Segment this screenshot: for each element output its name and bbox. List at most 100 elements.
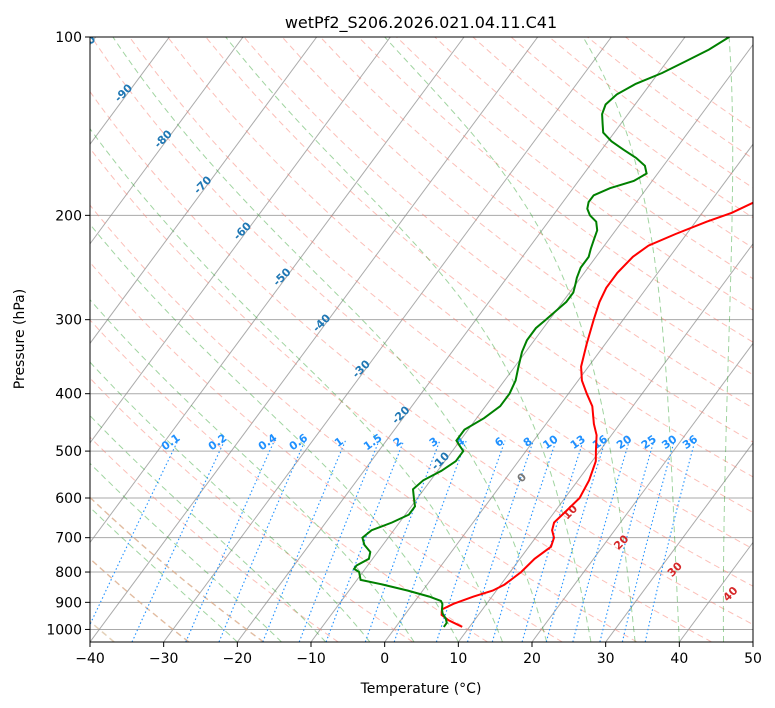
mixing-ratio-label: 36 (680, 432, 700, 452)
mixing-ratio-line (621, 440, 675, 642)
dry-adiabat-line (90, 37, 753, 587)
mixing-ratio-line (572, 440, 630, 642)
moist-adiabat-line (90, 414, 327, 642)
dry-adiabat-line (129, 37, 753, 550)
mixing-ratio-line (491, 440, 557, 642)
mixing-ratio-label: 16 (590, 432, 610, 452)
x-tick-label: 30 (597, 651, 615, 667)
moist-adiabat-line (90, 299, 415, 642)
y-tick-label: 100 (55, 30, 82, 46)
isotherm-line (163, 37, 612, 642)
dry-adiabat-line (90, 377, 414, 642)
y-tick-label: 800 (55, 565, 82, 581)
moist-adiabat-lines (90, 37, 734, 642)
moist-adiabat-line (90, 506, 238, 642)
isotherm-line (90, 37, 170, 146)
y-tick-label: 300 (55, 313, 82, 329)
isotherm-label: -30 (350, 357, 373, 380)
isotherm-label: -60 (231, 219, 254, 242)
dry-adiabat-line (90, 496, 264, 642)
isotherm-line (90, 37, 244, 245)
x-tick-label: 50 (744, 651, 762, 667)
isotherm-line (90, 37, 391, 444)
isotherm-label: -80 (152, 127, 175, 150)
mixing-ratio-label: 1 (332, 435, 346, 450)
mixing-ratio-label: 0.2 (206, 431, 229, 453)
dry-adiabat-line (90, 261, 563, 642)
y-tick-label: 200 (55, 208, 82, 224)
dry-adiabat-line (396, 37, 753, 311)
dry-adiabat-line (319, 37, 753, 376)
equivalent-potential-temperature-lines (90, 496, 264, 642)
x-tick-label: 20 (523, 651, 541, 667)
x-tick-label: −30 (149, 651, 179, 667)
temperature-profile (440, 201, 753, 628)
y-tick-label: 500 (55, 444, 82, 460)
mixing-ratio-label: 0.6 (287, 431, 311, 453)
mixing-ratio-label: 0.4 (256, 431, 280, 453)
mixing-ratio-label: 25 (639, 433, 659, 452)
x-axis-label: Temperature (°C) (360, 681, 482, 697)
isotherm-label: -20 (389, 403, 412, 426)
mixing-ratio-line (545, 440, 606, 642)
mixing-ratio-label: 30 (659, 432, 679, 452)
dry-adiabat-line (548, 37, 753, 189)
isotherm-line (531, 342, 753, 642)
chart-title: wetPf2_S206.2026.021.04.11.C41 (285, 13, 557, 33)
y-axis-ticks: 100 200 300 400 500 600 700 800 900 1000 (46, 30, 90, 638)
y-tick-label: 400 (55, 387, 82, 403)
wetbulb-label: 0 (515, 470, 530, 485)
mixing-ratio-line (90, 440, 179, 626)
y-tick-label: 900 (55, 595, 82, 611)
dry-adiabat-line (90, 147, 712, 642)
isotherm-line (90, 37, 318, 345)
reference-line-labels: 0.1 0.2 0.4 0.6 1 1.5 2 3 4 6 8 10 13 16 20 25 30 36-100-… (90, 37, 741, 604)
x-tick-label: 40 (670, 651, 688, 667)
moist-adiabat-line (90, 223, 459, 642)
x-tick-label: −10 (296, 651, 326, 667)
mixing-ratio-line (599, 440, 655, 642)
moist-adiabat-line (384, 37, 636, 642)
y-tick-label: 1000 (46, 622, 82, 638)
mixing-ratio-line (393, 440, 467, 642)
isotherm-line (752, 641, 753, 642)
isotherm-label: -50 (270, 265, 293, 288)
mixing-ratio-line (644, 440, 696, 642)
mixing-ratio-label: 2 (391, 435, 405, 450)
isotherm-line (457, 242, 753, 642)
mixing-ratio-label: 6 (492, 435, 506, 450)
y-tick-label: 600 (55, 491, 82, 507)
dry-adiabat-line (90, 558, 190, 642)
moist-adiabat-line (722, 37, 734, 642)
isotherm-lines (90, 37, 753, 642)
dry-adiabat-line (90, 90, 753, 626)
wetbulb-label: 30 (665, 559, 685, 579)
x-tick-label: 10 (449, 651, 467, 667)
mixing-ratio-line (521, 440, 584, 642)
isotherm-line (384, 143, 753, 642)
x-tick-label: −20 (223, 651, 253, 667)
x-axis-ticks: −40 −30 −20 −10 0 10 20 30 40 50 (75, 642, 762, 667)
mixing-ratio-line (466, 440, 534, 642)
isotherm-label: -90 (112, 81, 135, 104)
isotherm-line (678, 541, 753, 642)
mixing-ratio-label: 1.5 (361, 431, 384, 453)
x-tick-label: 0 (380, 651, 389, 667)
moist-adiabat-line (225, 37, 592, 642)
equivalent-potential-temperature-line (90, 496, 264, 642)
isotherm-label: -70 (191, 173, 214, 196)
mixing-ratio-line (364, 440, 441, 642)
dry-adiabat-line (167, 37, 753, 514)
dry-adiabat-line (90, 204, 638, 642)
moist-adiabat-line (90, 127, 503, 642)
dry-adiabat-line (510, 37, 753, 219)
mixing-ratio-line (435, 440, 506, 642)
isotherm-line (90, 37, 465, 544)
equivalent-potential-temperature-line (90, 557, 190, 642)
plot-area: 0.1 0.2 0.4 0.6 1 1.5 2 3 4 6 8 10 13 16 20 25 30 36-100-… (90, 37, 753, 642)
plot-frame (89, 36, 754, 643)
dry-adiabat-line (358, 37, 753, 343)
sounding-profiles (352, 37, 753, 628)
isotherm-line (605, 442, 753, 642)
